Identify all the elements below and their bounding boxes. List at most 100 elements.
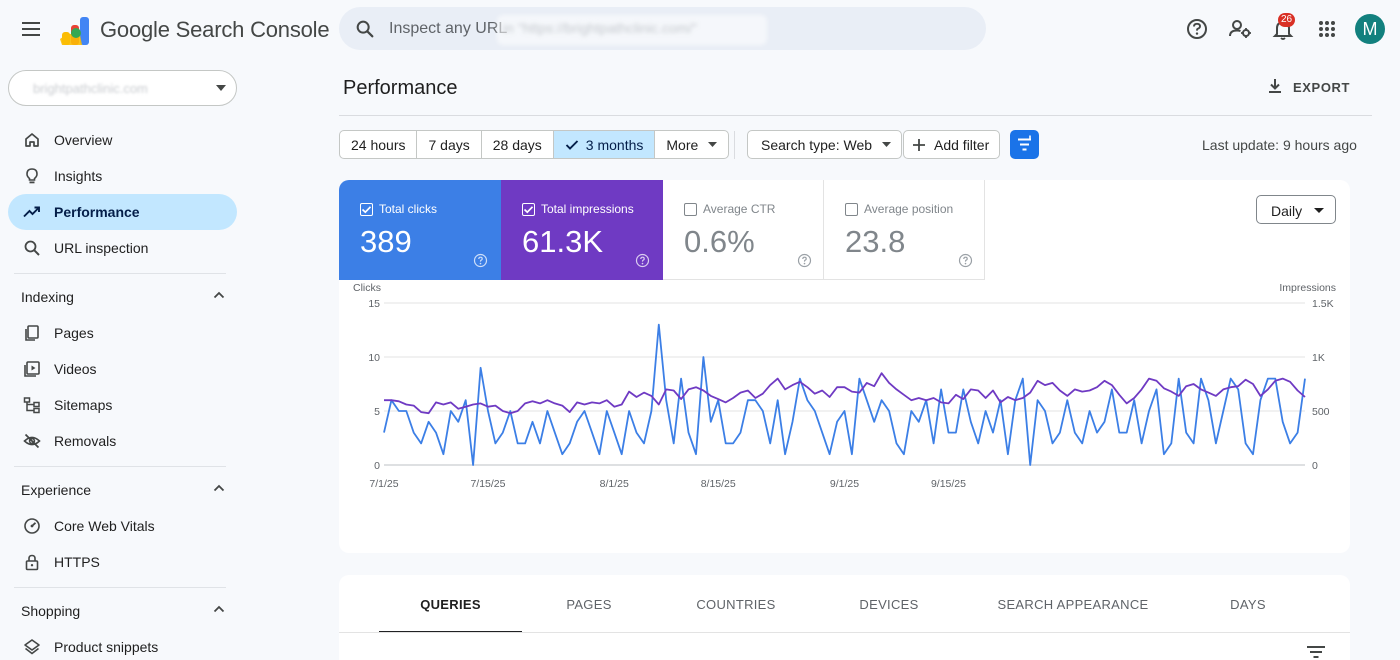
range-3-months[interactable]: 3 months xyxy=(553,131,656,158)
lightbulb-icon xyxy=(26,168,38,184)
x-tick-label: 8/1/25 xyxy=(600,478,629,490)
main-menu-icon[interactable] xyxy=(18,16,46,42)
table-filter-icon[interactable] xyxy=(1306,645,1326,659)
export-label: EXPORT xyxy=(1293,80,1351,95)
checkbox-checked-icon[interactable] xyxy=(522,203,535,216)
range-more[interactable]: More xyxy=(655,131,728,158)
range-label: 28 days xyxy=(492,136,542,153)
metric-total-clicks[interactable]: Total clicks 389 xyxy=(339,180,501,280)
granularity-label: Daily xyxy=(1271,203,1303,219)
checkbox-unchecked-icon[interactable] xyxy=(684,203,697,216)
property-selector[interactable]: brightpathclinic.com xyxy=(8,70,237,106)
sidebar-item-label: HTTPS xyxy=(54,554,100,570)
apps-grid-icon[interactable] xyxy=(1314,16,1340,42)
help-circle-icon[interactable] xyxy=(958,253,973,268)
range-28-days[interactable]: 28 days xyxy=(482,131,554,158)
range-label: 7 days xyxy=(428,136,470,153)
filter-sort-icon xyxy=(1018,135,1031,151)
tab-countries[interactable]: COUNTRIES xyxy=(686,575,786,633)
y-right-tick-label: 0 xyxy=(1312,460,1318,472)
series-line-clicks xyxy=(383,323,1306,466)
speedometer-icon xyxy=(24,518,40,534)
export-button[interactable]: EXPORT xyxy=(1260,72,1352,102)
y-axis-right-title: Impressions xyxy=(1279,282,1336,294)
trending-up-icon xyxy=(23,206,40,218)
sidebar-item-core-web-vitals[interactable]: Core Web Vitals xyxy=(8,508,237,544)
search-console-logo-icon[interactable] xyxy=(60,14,94,46)
sidebar-item-product-snippets[interactable]: Product snippets xyxy=(8,629,237,660)
help-circle-icon[interactable] xyxy=(797,253,812,268)
metric-average-position[interactable]: Average position 23.8 xyxy=(824,180,985,280)
sidebar-item-videos[interactable]: Videos xyxy=(8,351,237,387)
account-avatar[interactable]: M xyxy=(1355,14,1385,44)
sidebar-item-https[interactable]: HTTPS xyxy=(8,544,237,580)
help-circle-icon[interactable] xyxy=(635,253,650,268)
sidebar-item-label: URL inspection xyxy=(54,240,149,256)
metric-value: 0.6% xyxy=(684,224,755,259)
performance-chart-card: Total clicks 389 Total impressions 61.3K… xyxy=(339,180,1350,553)
sidebar-divider xyxy=(14,466,226,467)
search-icon xyxy=(24,240,40,256)
range-label: More xyxy=(666,136,699,153)
sidebar-item-pages[interactable]: Pages xyxy=(8,315,237,351)
tab-days[interactable]: DAYS xyxy=(1209,575,1287,633)
sidebar-item-label: Videos xyxy=(54,361,97,377)
y-right-tick-label: 500 xyxy=(1312,406,1330,418)
section-header-experience[interactable]: Experience xyxy=(8,472,237,508)
tab-label: DAYS xyxy=(1230,597,1266,612)
sidebar-item-label: Insights xyxy=(54,168,103,184)
plus-icon xyxy=(913,138,925,151)
manage-users-icon[interactable] xyxy=(1227,16,1253,42)
metric-label: Total clicks xyxy=(379,202,438,216)
toolbar-separator xyxy=(734,131,735,159)
help-circle-icon[interactable] xyxy=(473,253,488,268)
filter-options-button[interactable] xyxy=(1010,130,1039,159)
x-tick-label: 7/1/25 xyxy=(369,478,398,490)
y-right-tick-label: 1K xyxy=(1312,352,1325,364)
granularity-select[interactable]: Daily xyxy=(1256,195,1336,224)
tab-queries[interactable]: QUERIES xyxy=(379,575,522,633)
range-7-days[interactable]: 7 days xyxy=(417,131,482,158)
add-filter-button[interactable]: Add filter xyxy=(903,130,1001,159)
tab-pages[interactable]: PAGES xyxy=(539,575,639,633)
sidebar-divider xyxy=(14,273,226,274)
sidebar-item-url-inspection[interactable]: URL inspection xyxy=(8,230,237,266)
chevron-up-icon xyxy=(213,291,225,299)
page-title: Performance xyxy=(343,77,458,99)
y-axis-left-title: Clicks xyxy=(353,282,381,294)
search-type-label: Search type: Web xyxy=(761,136,873,153)
check-icon xyxy=(565,139,578,150)
tab-label: SEARCH APPEARANCE xyxy=(997,597,1149,612)
section-header-indexing[interactable]: Indexing xyxy=(8,279,237,315)
range-label: 3 months xyxy=(585,136,644,153)
sidebar-divider xyxy=(14,587,226,588)
x-tick-label: 7/15/25 xyxy=(470,478,505,490)
top-app-bar: Google Search Console in "https://bright… xyxy=(0,0,1400,58)
tab-label: PAGES xyxy=(566,597,612,612)
sidebar-item-removals[interactable]: Removals xyxy=(8,423,237,459)
tabs-divider xyxy=(339,632,1350,633)
tab-devices[interactable]: DEVICES xyxy=(839,575,939,633)
sidebar-item-performance[interactable]: Performance xyxy=(8,194,237,230)
product-name: Google Search Console xyxy=(100,17,330,42)
sidebar-item-label: Product snippets xyxy=(54,639,159,655)
metric-average-ctr[interactable]: Average CTR 0.6% xyxy=(663,180,824,280)
search-type-filter[interactable]: Search type: Web xyxy=(747,130,903,159)
checkbox-unchecked-icon[interactable] xyxy=(845,203,858,216)
metric-total-impressions[interactable]: Total impressions 61.3K xyxy=(501,180,663,280)
chevron-up-icon xyxy=(213,484,225,492)
section-header-shopping[interactable]: Shopping xyxy=(8,593,237,629)
sidebar-item-label: Removals xyxy=(54,433,117,449)
sidebar-item-insights[interactable]: Insights xyxy=(8,158,237,194)
sidebar-item-sitemaps[interactable]: Sitemaps xyxy=(8,387,237,423)
caret-down-icon xyxy=(1314,208,1324,213)
video-icon xyxy=(24,361,40,377)
range-24-hours[interactable]: 24 hours xyxy=(340,131,418,158)
checkbox-checked-icon[interactable] xyxy=(360,203,373,216)
help-icon[interactable] xyxy=(1184,16,1210,42)
sidebar-item-overview[interactable]: Overview xyxy=(8,122,237,158)
search-icon[interactable] xyxy=(354,18,376,40)
results-table-card: QUERIES PAGES COUNTRIES DEVICES SEARCH A… xyxy=(339,575,1350,660)
lock-icon xyxy=(25,554,39,571)
tab-search-appearance[interactable]: SEARCH APPEARANCE xyxy=(989,575,1157,633)
